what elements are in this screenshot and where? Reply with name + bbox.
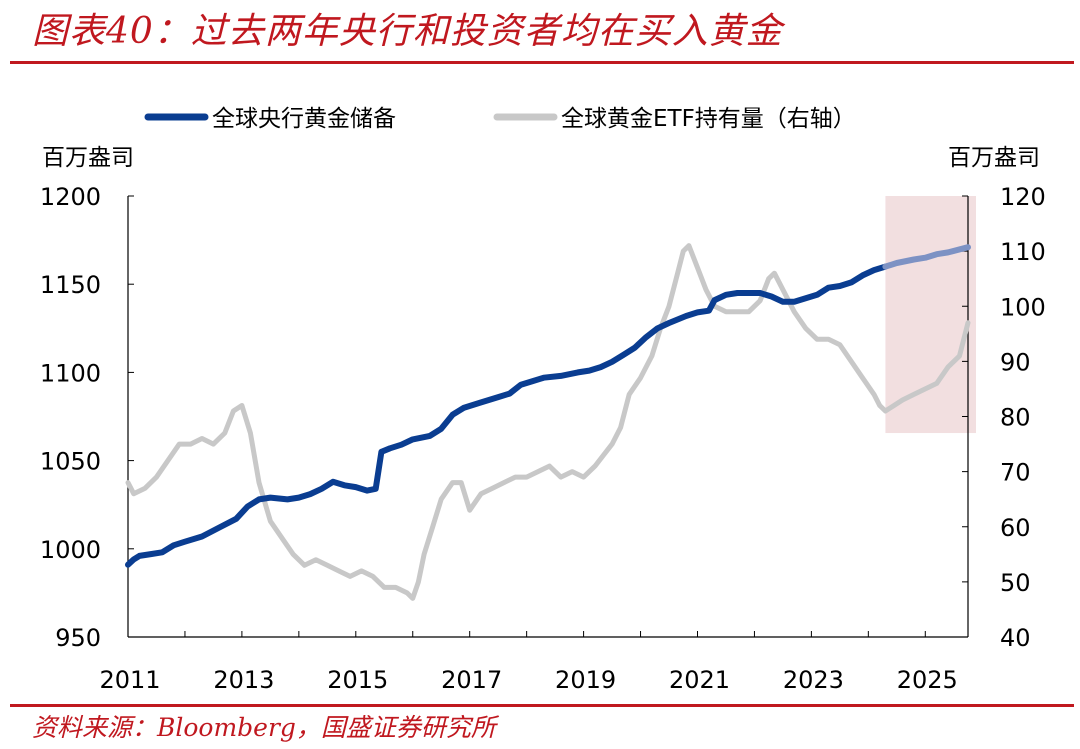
x-tick-label: 2025 — [897, 666, 958, 694]
x-tick-label: 2017 — [441, 666, 502, 694]
right-tick-label: 80 — [1000, 404, 1031, 432]
x-tick-label: 2013 — [213, 666, 274, 694]
chart-canvas: 1200 1150 1100 1050 1000 950 120 110 100 90 80 70 60… — [40, 106, 1046, 694]
title-divider — [10, 61, 1074, 64]
page-title: 图表40：过去两年央行和投资者均在买入黄金 — [32, 11, 783, 52]
right-tick-label: 120 — [1000, 183, 1046, 211]
legend-label-gold-etf: 全球黄金ETF持有量（右轴） — [561, 106, 856, 132]
right-tick-label: 60 — [1000, 514, 1031, 542]
right-axis-unit: 百万盎司 — [948, 145, 1040, 171]
x-tick-label: 2015 — [327, 666, 388, 694]
left-tick-label: 1100 — [40, 359, 101, 387]
right-tick-label: 40 — [1000, 624, 1031, 652]
series-line-gold-etf — [125, 243, 971, 601]
x-tick-label: 2011 — [99, 666, 160, 694]
right-tick-label: 50 — [1000, 569, 1031, 597]
left-tick-label: 1150 — [40, 271, 101, 299]
x-tick-label: 2023 — [783, 666, 844, 694]
legend-label-central-bank: 全球央行黄金储备 — [212, 106, 396, 132]
x-tick-label: 2021 — [669, 666, 730, 694]
series-line-central-bank — [125, 263, 889, 568]
left-tick-label: 1200 — [40, 183, 101, 211]
left-tick-label: 950 — [55, 624, 101, 652]
footer-divider — [10, 704, 1074, 707]
x-tick-label: 2019 — [555, 666, 616, 694]
right-tick-label: 100 — [1000, 293, 1046, 321]
source-note: 资料来源：Bloomberg，国盛证券研究所 — [32, 713, 496, 742]
right-tick-label: 110 — [1000, 238, 1046, 266]
left-axis-unit: 百万盎司 — [42, 145, 134, 171]
right-tick-label: 90 — [1000, 348, 1031, 376]
series-line-central-bank-highlighted — [882, 244, 971, 270]
right-tick-label: 70 — [1000, 459, 1031, 487]
left-tick-label: 1050 — [40, 448, 101, 476]
highlight-band — [885, 196, 976, 434]
left-tick-label: 1000 — [40, 536, 101, 564]
